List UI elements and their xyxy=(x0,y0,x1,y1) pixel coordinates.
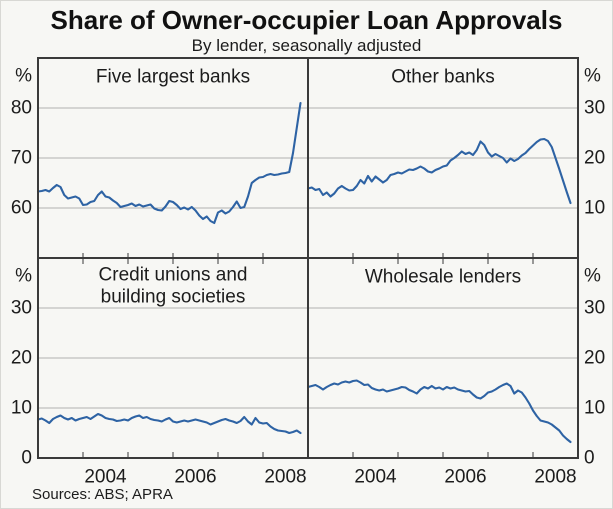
y-tick-label: 30 xyxy=(584,98,605,119)
panel-title-credit-unions-building-societies: building societies xyxy=(101,287,246,308)
y-tick-label: 10 xyxy=(584,398,605,419)
x-tick-label: 2004 xyxy=(354,467,397,488)
y-axis-unit-wholesale-lenders: % xyxy=(584,266,601,287)
y-axis-unit-credit-unions-building-societies: % xyxy=(15,266,32,287)
y-axis-unit-five-largest-banks: % xyxy=(15,66,32,87)
y-tick-label: 20 xyxy=(584,348,605,369)
sources-note: Sources: ABS; APRA xyxy=(32,486,173,503)
y-tick-label: 30 xyxy=(11,298,32,319)
y-tick-label: 10 xyxy=(584,198,605,219)
series-line-credit-unions-building-societies xyxy=(36,412,302,435)
y-tick-label: 0 xyxy=(21,448,32,469)
x-tick-label: 2004 xyxy=(84,467,127,488)
panel-title-wholesale-lenders: Wholesale lenders xyxy=(365,267,521,288)
series-line-other-banks xyxy=(306,137,572,205)
y-axis-unit-other-banks: % xyxy=(584,66,601,87)
panel-title-credit-unions-building-societies: Credit unions and xyxy=(99,265,248,286)
x-tick-label: 2008 xyxy=(264,467,306,488)
y-tick-label: 80 xyxy=(11,98,32,119)
x-tick-label: 2008 xyxy=(534,467,576,488)
series-line-five-largest-banks xyxy=(36,101,302,225)
y-tick-label: 10 xyxy=(11,398,32,419)
y-tick-label: 70 xyxy=(11,148,32,169)
chart-subtitle: By lender, seasonally adjusted xyxy=(191,36,422,55)
series-line-wholesale-lenders xyxy=(306,379,572,444)
y-tick-label: 20 xyxy=(584,148,605,169)
y-tick-label: 0 xyxy=(584,448,595,469)
panel-title-other-banks: Other banks xyxy=(391,67,495,88)
panel-title-five-largest-banks: Five largest banks xyxy=(96,67,250,88)
chart-title: Share of Owner-occupier Loan Approvals xyxy=(50,5,563,35)
x-tick-label: 2006 xyxy=(444,467,486,488)
y-tick-label: 20 xyxy=(11,348,32,369)
x-tick-label: 2006 xyxy=(174,467,216,488)
y-tick-label: 30 xyxy=(584,298,605,319)
y-tick-label: 60 xyxy=(11,198,32,219)
